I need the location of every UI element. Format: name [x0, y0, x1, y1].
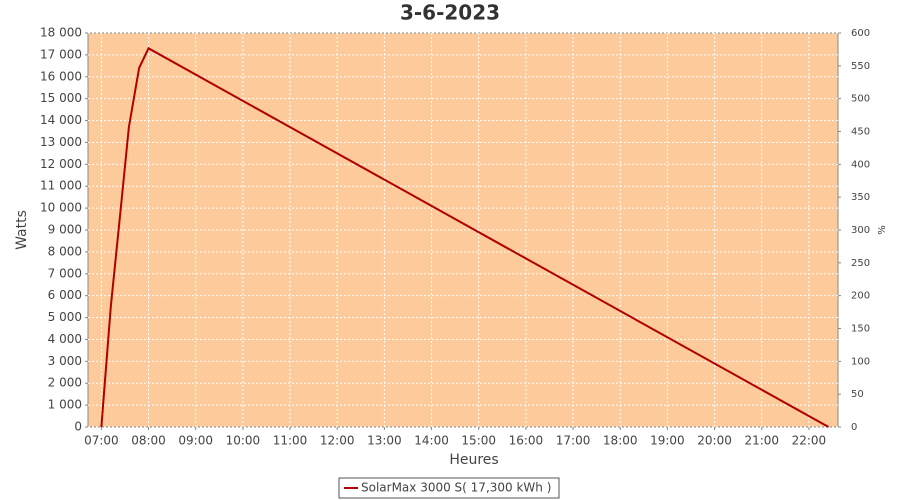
y-tick-label: 15 000: [40, 91, 82, 105]
y2-tick-label: 0: [851, 422, 857, 433]
x-tick-label: 07:00: [84, 434, 119, 448]
y-tick-label: 13 000: [40, 135, 82, 149]
x-tick-label: 18:00: [603, 434, 638, 448]
y-axis-label: Watts: [14, 210, 30, 250]
y2-tick-label: 50: [851, 389, 864, 400]
x-tick-label: 16:00: [509, 434, 544, 448]
x-tick-label: 14:00: [414, 434, 449, 448]
legend-box: [338, 477, 560, 499]
y2-tick-label: 500: [851, 94, 870, 105]
y2-axis-label: %: [877, 225, 888, 235]
y-tick-label: 7 000: [48, 266, 82, 280]
y-tick-label: 10 000: [40, 201, 82, 215]
chart-title: 3-6-2023: [400, 1, 500, 25]
x-tick-label: 22:00: [792, 434, 827, 448]
y-tick-label: 4 000: [48, 332, 82, 346]
y-tick-label: 12 000: [40, 157, 82, 171]
y-tick-label: 0: [74, 420, 82, 434]
y-tick-label: 3 000: [48, 354, 82, 368]
y-tick-label: 1 000: [48, 398, 82, 412]
series-line: [100, 46, 830, 428]
x-tick-label: 08:00: [131, 434, 166, 448]
legend-label: SolarMax 3000 S( 17,300 kWh ): [361, 481, 551, 495]
y-tick-label: 14 000: [40, 113, 82, 127]
y2-tick-label: 600: [851, 28, 870, 39]
y-tick-label: 5 000: [48, 310, 82, 324]
x-tick-label: 20:00: [697, 434, 732, 448]
y-tick-label: 8 000: [48, 244, 82, 258]
x-tick-label: 15:00: [461, 434, 496, 448]
x-axis-label: Heures: [449, 452, 498, 468]
y2-tick-label: 350: [851, 192, 870, 203]
x-tick-label: 13:00: [367, 434, 402, 448]
x-tick-label: 21:00: [744, 434, 779, 448]
x-tick-label: 09:00: [178, 434, 213, 448]
y-tick-label: 2 000: [48, 376, 82, 390]
y2-tick-label: 250: [851, 258, 870, 269]
x-tick-label: 12:00: [320, 434, 355, 448]
y-tick-label: 11 000: [40, 179, 82, 193]
y-tick-label: 16 000: [40, 69, 82, 83]
y2-tick-label: 550: [851, 61, 870, 72]
y2-tick-label: 300: [851, 225, 870, 236]
y2-tick-label: 200: [851, 291, 870, 302]
x-tick-label: 11:00: [273, 434, 308, 448]
x-tick-label: 10:00: [226, 434, 261, 448]
y2-tick-label: 450: [851, 127, 870, 138]
y2-tick-label: 100: [851, 356, 870, 367]
x-tick-label: 19:00: [650, 434, 685, 448]
y-tick-label: 17 000: [40, 47, 82, 61]
y2-tick-label: 400: [851, 159, 870, 170]
y-tick-label: 6 000: [48, 288, 82, 302]
y-tick-label: 18 000: [40, 26, 82, 40]
y2-tick-label: 150: [851, 324, 870, 335]
y-tick-label: 9 000: [48, 223, 82, 237]
x-tick-label: 17:00: [556, 434, 591, 448]
